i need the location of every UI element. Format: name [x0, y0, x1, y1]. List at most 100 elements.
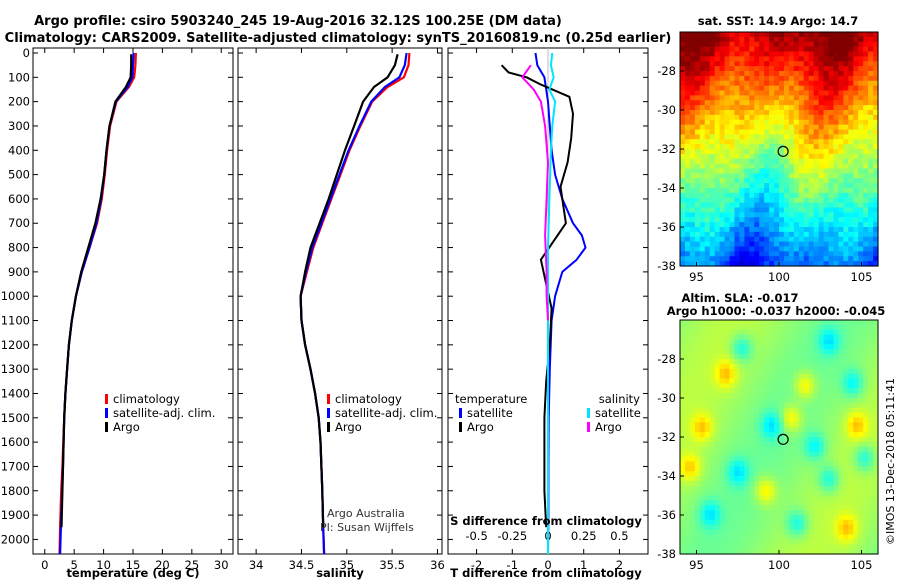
- map-cell: [769, 256, 775, 262]
- map-cell: [739, 544, 745, 550]
- map-cell: [779, 178, 785, 184]
- map-cell: [719, 246, 726, 252]
- map-cell: [754, 363, 760, 370]
- map-cell: [783, 334, 790, 341]
- map-cell: [719, 441, 726, 448]
- map-cell: [689, 178, 696, 184]
- map-cell: [848, 476, 854, 482]
- map-cell: [848, 339, 854, 345]
- map-cell: [734, 246, 740, 252]
- map-cell: [868, 456, 874, 462]
- map-cell: [813, 256, 820, 262]
- map-cell: [838, 480, 844, 487]
- map-cell: [838, 163, 844, 170]
- map-cell: [858, 202, 864, 209]
- map-cell: [793, 231, 800, 238]
- map-cell: [853, 80, 859, 87]
- map-cell: [774, 451, 780, 458]
- map-cell: [863, 163, 869, 170]
- map-cell: [694, 510, 701, 516]
- map-cell: [744, 85, 750, 92]
- map-cell: [838, 168, 844, 174]
- map-cell: [749, 36, 755, 43]
- map-cell: [684, 451, 691, 458]
- map-cell: [759, 51, 765, 57]
- map-cell: [848, 105, 854, 111]
- map-cell: [868, 144, 874, 150]
- map-cell: [868, 134, 874, 140]
- map-cell: [853, 46, 859, 53]
- map-cell: [818, 100, 825, 106]
- map-cell: [769, 144, 775, 150]
- map-cell: [793, 490, 800, 497]
- map-cell: [848, 461, 854, 467]
- map-cell: [704, 56, 711, 62]
- map-cell: [704, 197, 711, 204]
- map-cell: [774, 153, 780, 160]
- map-cell: [803, 334, 810, 341]
- map-cell: [704, 529, 711, 536]
- map-cell: [823, 261, 830, 267]
- map-cell: [699, 480, 706, 487]
- map-cell: [798, 510, 805, 516]
- map-cell: [734, 75, 740, 82]
- map-cell: [689, 388, 696, 394]
- map-cell: [863, 437, 869, 443]
- map-cell: [680, 158, 686, 165]
- map-cell: [724, 32, 731, 38]
- map-cell: [828, 192, 835, 199]
- map-cell: [848, 95, 854, 101]
- map-cell: [853, 66, 859, 72]
- map-cell: [863, 246, 869, 252]
- map-cell: [873, 139, 879, 145]
- x-tick-label: 105: [851, 270, 873, 284]
- map-cell: [858, 446, 864, 453]
- map-cell: [848, 549, 854, 555]
- map-cell: [858, 363, 864, 370]
- map-cell: [699, 80, 706, 87]
- map-cell: [744, 437, 750, 443]
- map-cell: [858, 524, 864, 531]
- map-cell: [734, 524, 740, 531]
- map-cell: [709, 178, 716, 184]
- map-cell: [803, 178, 810, 184]
- map-cell: [764, 158, 770, 165]
- map-cell: [724, 524, 731, 531]
- map-cell: [833, 46, 839, 53]
- map-cell: [724, 153, 731, 160]
- map-cell: [769, 246, 775, 252]
- map-cell: [739, 227, 745, 233]
- map-cell: [803, 163, 810, 170]
- map-cell: [759, 168, 765, 174]
- map-cell: [833, 129, 839, 135]
- map-cell: [798, 398, 805, 404]
- map-cell: [873, 256, 879, 262]
- map-cell: [764, 329, 770, 336]
- map-cell: [749, 188, 755, 194]
- map-cell: [689, 144, 696, 150]
- map-cell: [803, 256, 810, 262]
- map-cell: [803, 398, 810, 404]
- map-cell: [813, 129, 820, 135]
- map-cell: [769, 261, 775, 267]
- map-cell: [699, 519, 706, 526]
- map-cell: [828, 461, 835, 467]
- map-cell: [699, 407, 706, 414]
- x-tick-label: 105: [851, 558, 873, 572]
- map-cell: [734, 85, 740, 92]
- map-cell: [833, 495, 839, 501]
- map-cell: [788, 217, 795, 223]
- map-cell: [848, 139, 854, 145]
- map-cell: [774, 192, 780, 199]
- x-tick-label: 20: [155, 558, 170, 572]
- map-cell: [749, 510, 755, 516]
- map-cell: [759, 344, 765, 350]
- map-cell: [759, 241, 765, 248]
- map-cell: [684, 75, 691, 82]
- map-cell: [759, 441, 765, 448]
- map-cell: [798, 534, 805, 540]
- map-cell: [779, 461, 785, 467]
- map-cell: [838, 241, 844, 248]
- map-cell: [699, 134, 706, 140]
- map-cell: [754, 529, 760, 536]
